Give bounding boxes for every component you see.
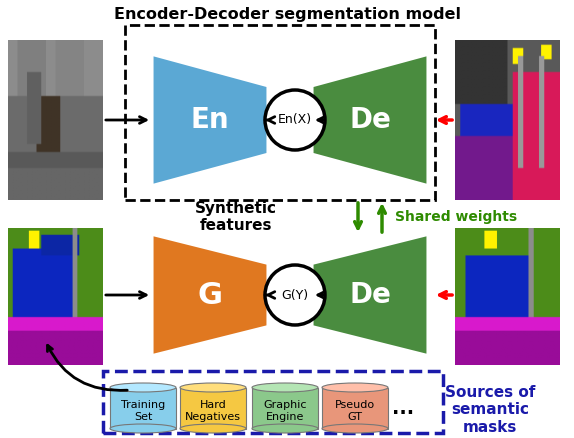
Text: Graphic
Engine: Graphic Engine — [263, 400, 307, 421]
Text: De: De — [349, 106, 391, 134]
Text: Sources of
semantic
masks: Sources of semantic masks — [445, 385, 535, 435]
Polygon shape — [312, 235, 428, 355]
Ellipse shape — [180, 424, 246, 433]
Text: G(Y): G(Y) — [281, 289, 309, 301]
Ellipse shape — [322, 383, 388, 392]
Ellipse shape — [322, 424, 388, 433]
Polygon shape — [153, 55, 267, 185]
Ellipse shape — [110, 424, 176, 433]
Ellipse shape — [252, 383, 318, 392]
Text: Shared weights: Shared weights — [395, 210, 517, 224]
Polygon shape — [180, 388, 246, 428]
Polygon shape — [153, 235, 267, 355]
Text: Synthetic
features: Synthetic features — [195, 201, 277, 233]
Circle shape — [265, 265, 325, 325]
Polygon shape — [312, 55, 428, 185]
Circle shape — [265, 90, 325, 150]
Text: Hard
Negatives: Hard Negatives — [185, 400, 241, 421]
Polygon shape — [322, 388, 388, 428]
Text: En: En — [191, 106, 229, 134]
Text: En(X): En(X) — [278, 113, 312, 127]
Ellipse shape — [180, 383, 246, 392]
Text: G: G — [197, 280, 223, 310]
Polygon shape — [110, 388, 176, 428]
Text: ...: ... — [392, 399, 414, 417]
Text: Training
Set: Training Set — [121, 400, 165, 421]
Text: Encoder-Decoder segmentation model: Encoder-Decoder segmentation model — [114, 7, 460, 21]
Text: Pseudo
GT: Pseudo GT — [335, 400, 375, 421]
Ellipse shape — [110, 383, 176, 392]
Polygon shape — [252, 388, 318, 428]
Ellipse shape — [252, 424, 318, 433]
Text: De: De — [349, 281, 391, 309]
